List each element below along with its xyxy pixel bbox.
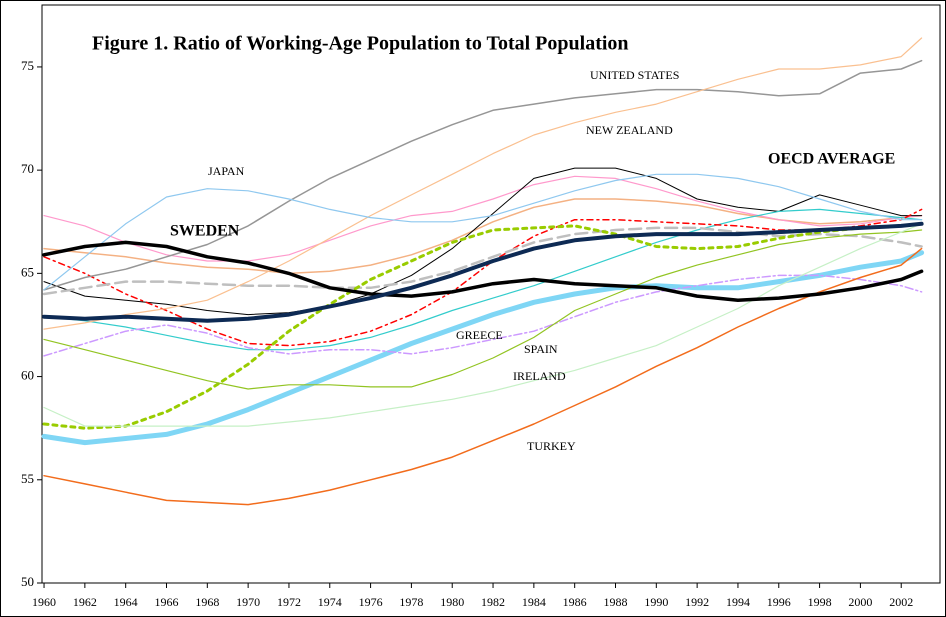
series-line [43, 229, 923, 390]
x-tick-label: 2000 [848, 595, 872, 609]
x-tick-label: 1988 [603, 595, 627, 609]
series-line [43, 208, 923, 347]
series-label: OECD AVERAGE [768, 151, 895, 168]
series-line [43, 167, 923, 316]
x-tick-label: 1962 [73, 595, 97, 609]
y-tick-label: 75 [21, 58, 34, 73]
x-tick-label: 1990 [644, 595, 668, 609]
series-label: JAPAN [208, 164, 245, 178]
y-tick-label: 60 [21, 368, 34, 383]
series-label: SPAIN [524, 342, 558, 356]
chart-title: Figure 1. Ratio of Working-Age Populatio… [92, 33, 629, 55]
x-tick-label: 1966 [154, 595, 178, 609]
x-tick-label: 1980 [440, 595, 464, 609]
series-line [43, 59, 923, 291]
series-line [42, 221, 924, 323]
x-tick-label: 1978 [399, 595, 423, 609]
y-tick-label: 55 [21, 471, 34, 486]
x-tick-label: 1996 [767, 595, 791, 609]
x-tick-label: 1994 [726, 595, 750, 609]
x-tick-label: 1976 [359, 595, 383, 609]
y-tick-label: 50 [21, 574, 34, 589]
x-tick-label: 1964 [114, 595, 138, 609]
series-line [42, 222, 924, 430]
series-label: SWEDEN [170, 223, 240, 240]
series-label: TURKEY [527, 439, 576, 453]
series-line [43, 37, 923, 330]
x-tick-label: 1986 [563, 595, 587, 609]
series-line [43, 274, 923, 357]
x-tick-label: 1974 [318, 595, 342, 609]
series-line [43, 198, 923, 275]
series-line [43, 175, 923, 262]
x-tick-label: 1992 [685, 595, 709, 609]
x-tick-label: 1968 [195, 595, 219, 609]
series-label: UNITED STATES [590, 68, 679, 82]
x-tick-label: 1984 [522, 595, 546, 609]
x-tick-label: 2002 [889, 595, 913, 609]
series-line [43, 223, 923, 427]
x-tick-label: 1970 [236, 595, 260, 609]
series-line [43, 173, 923, 291]
plot-area [41, 37, 925, 506]
x-tick-label: 1960 [32, 595, 56, 609]
series-label: GREECE [456, 328, 503, 342]
x-tick-label: 1982 [481, 595, 505, 609]
y-tick-label: 65 [21, 264, 34, 279]
x-tick-label: 1998 [808, 595, 832, 609]
series-label: NEW ZEALAND [586, 123, 673, 137]
plot-frame [41, 4, 941, 584]
series-line [43, 247, 923, 506]
series-line [42, 240, 924, 302]
x-tick-label: 1972 [277, 595, 301, 609]
y-tick-label: 70 [21, 161, 34, 176]
series-line [43, 208, 923, 351]
series-label: IRELAND [513, 369, 566, 383]
